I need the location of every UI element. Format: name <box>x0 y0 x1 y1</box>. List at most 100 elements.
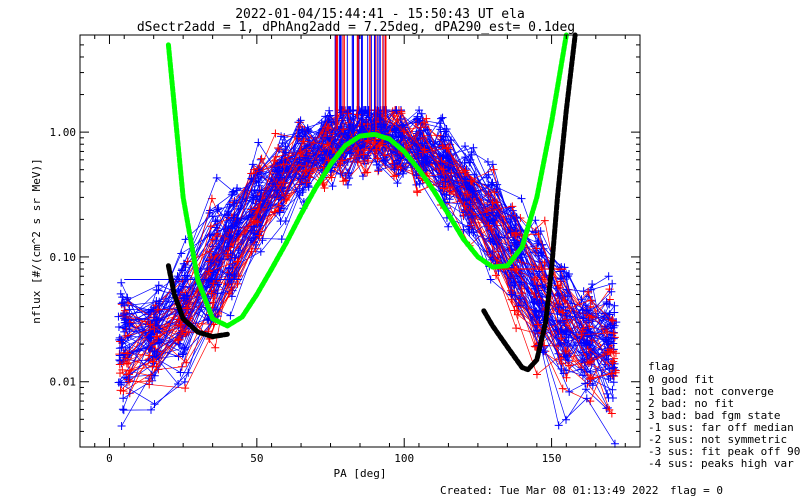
measured-point <box>416 123 425 132</box>
measured-point <box>174 352 183 361</box>
measured-point <box>125 305 134 314</box>
measured-point <box>609 363 618 372</box>
measured-point <box>397 107 406 116</box>
measured-point <box>116 386 125 395</box>
measured-point <box>460 202 469 211</box>
measured-point <box>213 305 222 314</box>
measured-point <box>116 289 125 298</box>
measured-point <box>323 123 332 132</box>
measured-point <box>444 143 453 152</box>
measured-point <box>466 200 475 209</box>
measured-point <box>553 310 562 319</box>
measured-point <box>184 368 193 377</box>
y-tick-label: 1.00 <box>50 126 77 139</box>
measured-point <box>416 126 425 135</box>
measured-point <box>400 127 409 136</box>
measured-point <box>299 137 308 146</box>
measured-point <box>486 275 495 284</box>
measured-curve <box>129 109 612 371</box>
measured-point <box>371 138 380 147</box>
measured-point <box>584 340 593 349</box>
measured-point <box>338 156 347 165</box>
measured-point <box>203 264 212 273</box>
measured-point <box>417 109 426 118</box>
measured-point <box>578 371 587 380</box>
measured-point <box>441 177 450 186</box>
measured-point <box>581 379 590 388</box>
measured-point <box>530 275 539 284</box>
measured-point <box>224 207 233 216</box>
measured-point <box>152 285 161 294</box>
measured-point <box>378 139 387 148</box>
measured-point <box>532 313 541 322</box>
measured-point <box>324 115 333 124</box>
legend-item: -3 sus: fit peak off 90 <box>648 445 800 458</box>
measured-point <box>298 128 307 137</box>
measured-point <box>183 271 192 280</box>
measured-point <box>223 250 232 259</box>
measured-point <box>511 291 520 300</box>
measured-point <box>465 158 474 167</box>
measured-point <box>339 125 348 134</box>
measured-point <box>531 216 540 225</box>
measured-point <box>327 173 336 182</box>
measured-point <box>445 195 454 204</box>
measured-point <box>490 188 499 197</box>
measured-point <box>556 326 565 335</box>
measured-point <box>154 281 163 290</box>
measured-point <box>602 335 611 344</box>
measured-point <box>607 287 616 296</box>
measured-point <box>586 296 595 305</box>
measured-point <box>603 389 612 398</box>
measured-point <box>202 282 211 291</box>
measured-point <box>582 394 591 403</box>
measured-point <box>152 362 161 371</box>
measured-point <box>609 339 618 348</box>
measured-point <box>299 180 308 189</box>
measured-point <box>608 279 617 288</box>
measured-point <box>179 349 188 358</box>
measured-point <box>535 308 544 317</box>
measured-point <box>483 158 492 167</box>
flag-legend: flag 0 good fit 1 bad: not converge 2 ba… <box>648 360 800 470</box>
measured-point <box>152 348 161 357</box>
measured-point <box>233 257 242 266</box>
measured-point <box>358 172 367 181</box>
measured-point <box>249 217 258 226</box>
measured-point <box>485 247 494 256</box>
measured-point <box>233 184 242 193</box>
measured-point <box>343 180 352 189</box>
measured-point <box>323 133 332 142</box>
measured-point <box>205 209 214 218</box>
measured-point <box>118 405 127 414</box>
measured-point <box>116 378 125 387</box>
measured-point <box>585 359 594 368</box>
measured-point <box>461 142 470 151</box>
measured-point <box>124 360 133 369</box>
measured-point <box>441 132 450 141</box>
measured-point <box>149 357 158 366</box>
measured-point <box>562 327 571 336</box>
measured-point <box>256 247 265 256</box>
measured-point <box>579 314 588 323</box>
measured-point <box>491 271 500 280</box>
x-tick-label: 0 <box>106 452 113 465</box>
measured-point <box>178 265 187 274</box>
measured-point <box>277 132 286 141</box>
measured-point <box>601 324 610 333</box>
measured-point <box>577 295 586 304</box>
measured-point <box>587 348 596 357</box>
measured-curve <box>126 125 609 353</box>
measured-point <box>206 222 215 231</box>
legend-title: flag <box>648 360 675 373</box>
measured-point <box>420 145 429 154</box>
measured-point <box>442 191 451 200</box>
measured-point <box>224 263 233 272</box>
measured-point <box>274 143 283 152</box>
measured-point <box>304 183 313 192</box>
measured-point <box>223 279 232 288</box>
measured-point <box>344 109 353 118</box>
measured-curve <box>119 119 609 383</box>
data-layer <box>114 35 621 448</box>
measured-point <box>323 140 332 149</box>
